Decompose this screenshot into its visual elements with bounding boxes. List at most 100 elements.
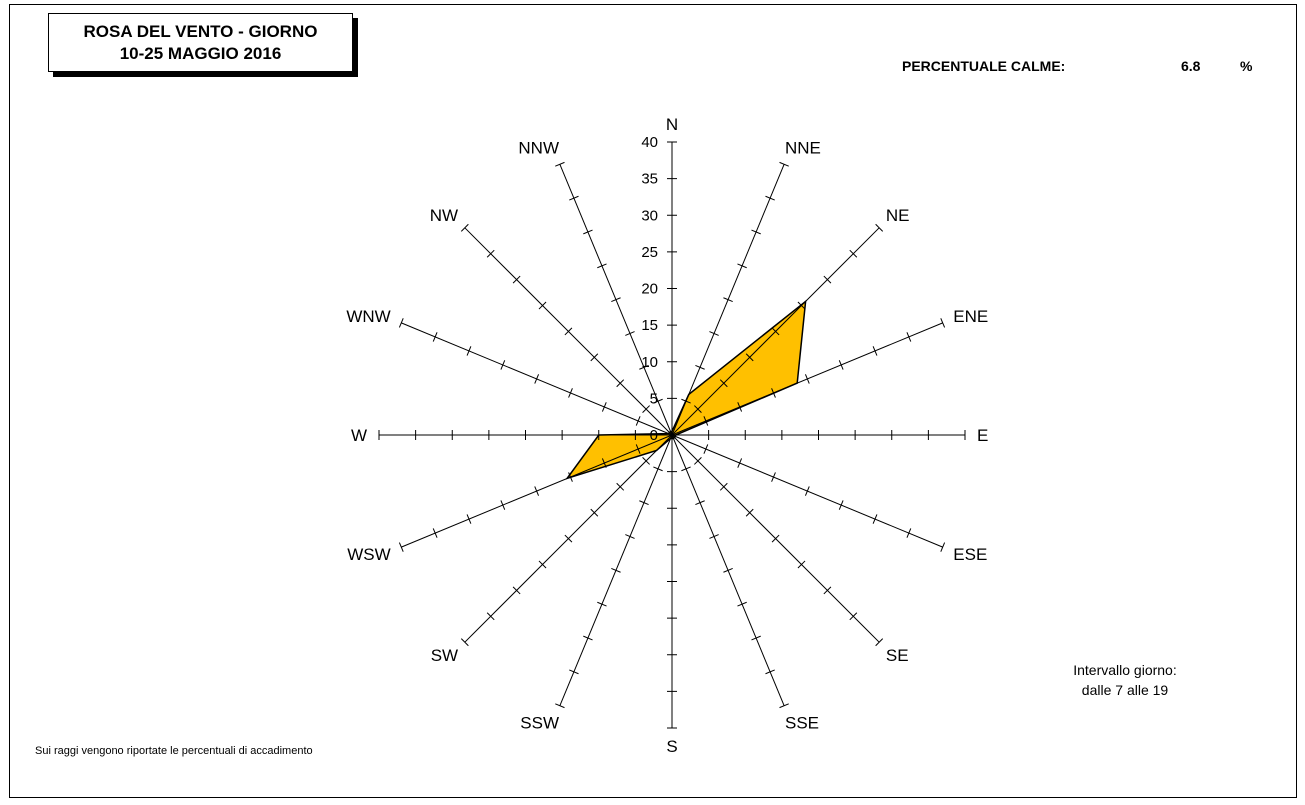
tick-nw-10 xyxy=(616,379,625,388)
direction-label-nne: NNE xyxy=(785,139,821,158)
tick-nnw-15 xyxy=(625,331,635,336)
scale-label-5: 5 xyxy=(650,390,658,407)
title-line-2: 10-25 MAGGIO 2016 xyxy=(119,44,282,63)
tick-nne-40 xyxy=(779,161,789,167)
tick-wsw-35 xyxy=(432,528,438,538)
calme-value: 6.8 xyxy=(1181,58,1201,74)
scale-label-15: 15 xyxy=(641,317,658,334)
tick-wsw-40 xyxy=(398,542,404,552)
tick-ese-30 xyxy=(872,514,878,524)
tick-nw-35 xyxy=(486,249,495,258)
tick-ne-25 xyxy=(797,301,806,310)
tick-wnw-15 xyxy=(568,388,573,398)
direction-label-sw: SW xyxy=(431,646,458,665)
direction-label-ssw: SSW xyxy=(520,713,559,732)
tick-ssw-10 xyxy=(639,500,649,506)
interval-note: Intervallo giorno: dalle 7 alle 19 xyxy=(1040,660,1210,700)
tick-wnw-40 xyxy=(398,318,404,328)
tick-se-5 xyxy=(694,457,702,465)
tick-ene-15 xyxy=(771,388,776,398)
direction-label-w: W xyxy=(351,426,367,445)
tick-nw-30 xyxy=(512,275,521,284)
tick-wsw-15 xyxy=(568,472,573,482)
tick-sw-15 xyxy=(590,508,599,517)
direction-label-sse: SSE xyxy=(785,713,819,732)
direction-label-e: E xyxy=(977,426,988,445)
tick-nnw-40 xyxy=(555,161,565,167)
tick-wsw-25 xyxy=(500,500,506,510)
tick-nnw-10 xyxy=(639,364,649,370)
tick-nw-15 xyxy=(590,353,599,362)
scale-label-30: 30 xyxy=(641,207,658,224)
tick-ne-30 xyxy=(823,275,832,284)
tick-sse-40 xyxy=(779,703,789,709)
tick-nw-25 xyxy=(538,301,547,310)
tick-ese-40 xyxy=(940,542,946,552)
direction-label-nw: NW xyxy=(430,206,458,225)
scale-label-40: 40 xyxy=(641,134,658,151)
tick-ene-25 xyxy=(838,360,844,370)
direction-label-n: N xyxy=(666,115,678,134)
tick-ssw-30 xyxy=(583,635,593,641)
tick-ene-35 xyxy=(906,332,912,342)
footnote: Sui raggi vengono riportate le percentua… xyxy=(35,745,313,757)
tick-ne-35 xyxy=(849,249,858,258)
tick-nne-15 xyxy=(709,331,719,336)
scale-label-25: 25 xyxy=(641,244,658,261)
tick-se-10 xyxy=(719,482,728,491)
tick-wsw-20 xyxy=(534,486,540,496)
tick-sw-10 xyxy=(616,482,625,491)
tick-ne-20 xyxy=(771,327,780,336)
data-series-polygon xyxy=(565,299,807,480)
tick-nne-30 xyxy=(751,229,761,235)
tick-nw-5 xyxy=(642,405,650,413)
tick-ene-5 xyxy=(703,416,709,426)
tick-ese-5 xyxy=(703,444,709,454)
tick-ssw-35 xyxy=(569,669,579,675)
tick-nnw-35 xyxy=(569,195,579,201)
tick-sse-25 xyxy=(737,601,747,607)
scale-label-10: 10 xyxy=(641,354,658,371)
tick-nw-40 xyxy=(460,223,469,232)
direction-label-se: SE xyxy=(886,646,909,665)
interval-line-2: dalle 7 alle 19 xyxy=(1081,682,1169,698)
tick-wnw-35 xyxy=(432,332,438,342)
tick-ese-15 xyxy=(771,472,776,482)
tick-sse-15 xyxy=(709,534,719,539)
direction-label-wsw: WSW xyxy=(347,545,390,564)
direction-label-nnw: NNW xyxy=(518,139,559,158)
tick-nne-35 xyxy=(765,195,775,201)
tick-sse-20 xyxy=(723,567,733,573)
tick-se-25 xyxy=(797,560,806,569)
tick-ne-40 xyxy=(875,223,884,232)
tick-wnw-10 xyxy=(601,402,607,412)
tick-wsw-30 xyxy=(466,514,472,524)
tick-wnw-30 xyxy=(466,346,472,356)
tick-nne-10 xyxy=(695,364,705,370)
tick-ese-25 xyxy=(838,500,844,510)
tick-ese-10 xyxy=(737,458,743,468)
tick-ese-20 xyxy=(804,486,810,496)
scale-label-20: 20 xyxy=(641,281,658,298)
tick-sw-5 xyxy=(642,457,650,465)
tick-se-20 xyxy=(771,534,780,543)
tick-sw-35 xyxy=(486,612,495,621)
tick-ssw-20 xyxy=(611,567,621,573)
tick-nnw-30 xyxy=(583,229,593,235)
tick-ssw-15 xyxy=(625,534,635,539)
calme-unit: % xyxy=(1240,58,1253,74)
tick-se-40 xyxy=(875,638,884,647)
tick-wnw-20 xyxy=(534,374,540,384)
tick-nnw-25 xyxy=(597,263,607,269)
tick-ese-35 xyxy=(906,528,912,538)
tick-sw-25 xyxy=(538,560,547,569)
scale-label-0: 0 xyxy=(650,427,658,444)
tick-sw-40 xyxy=(460,638,469,647)
tick-ene-10 xyxy=(737,402,743,412)
chart-frame xyxy=(9,4,1297,798)
tick-ssw-40 xyxy=(555,703,565,709)
tick-sse-35 xyxy=(765,669,775,675)
direction-label-ene: ENE xyxy=(953,307,988,326)
tick-sse-30 xyxy=(751,635,761,641)
